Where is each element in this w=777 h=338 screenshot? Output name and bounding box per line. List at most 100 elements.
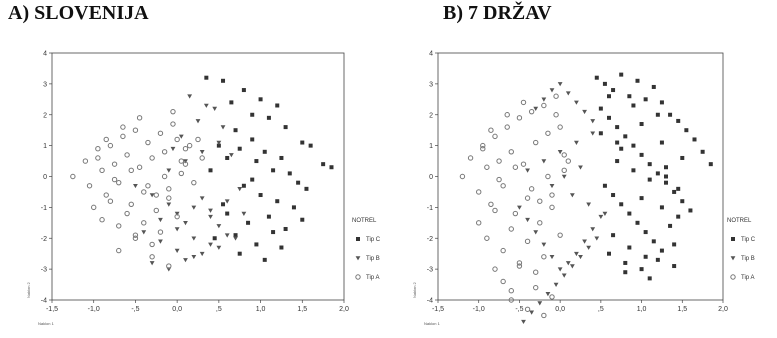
point-tip-c (623, 270, 628, 275)
point-tip-c (659, 248, 664, 253)
point-tip-a (136, 115, 143, 121)
point-tip-a (533, 269, 539, 275)
x-tick-label: 1,5 (297, 306, 307, 313)
point-tip-c (655, 171, 660, 176)
point-tip-a (191, 179, 197, 186)
legend-marker (730, 274, 736, 280)
panel-b-title: B) 7 DRŽAV (443, 2, 552, 24)
point-tip-a (161, 173, 168, 180)
point-tip-c (258, 97, 263, 102)
point-tip-c (627, 245, 632, 250)
chart-panel-a: -1,5 -1,0 -,5 0,0 ,5 1,0 1,5 2,0 -4 -3 -2 -1 0 1 2 3 4 Na… (26, 51, 381, 327)
point-tip-c (225, 211, 230, 216)
point-tip-a (553, 93, 559, 99)
point-tip-a (107, 142, 114, 149)
x-tick-label: 2,0 (718, 306, 728, 313)
point-tip-b (569, 193, 575, 198)
x-tick-label: ,5 (216, 306, 222, 313)
point-tip-a (182, 161, 189, 167)
point-tip-c (602, 81, 607, 86)
point-tip-c (676, 186, 681, 191)
x-tick-label: -1,0 (88, 306, 100, 313)
point-tip-b (602, 211, 608, 216)
y-tick-label: -1 (41, 205, 47, 212)
point-tip-c (594, 75, 599, 80)
point-tip-b (569, 264, 575, 269)
point-tip-c (659, 140, 664, 145)
legend-entry: Tip C (741, 237, 756, 243)
point-tip-c (619, 72, 624, 77)
point-tip-a (500, 278, 506, 285)
point-tip-b (549, 88, 555, 93)
point-tip-b (216, 224, 222, 229)
point-tip-a (512, 164, 519, 170)
point-tip-c (607, 94, 611, 99)
point-tip-b (557, 267, 563, 272)
point-tip-b (598, 214, 604, 220)
x-tick-label: 0,0 (555, 306, 565, 313)
y-tick-label: 0 (429, 174, 433, 181)
point-tip-a (149, 254, 155, 260)
point-tip-a (561, 167, 567, 174)
point-tip-c (229, 100, 234, 105)
x-axis-label: Naklon 1 (38, 321, 55, 326)
point-tip-a (132, 127, 139, 133)
x-tick-label: -1,0 (473, 306, 485, 313)
legend-entry: Tip C (366, 237, 381, 243)
point-tip-a (174, 213, 180, 220)
point-tip-c (233, 128, 238, 133)
point-tip-b (199, 251, 205, 257)
point-tip-b (174, 248, 180, 253)
x-tick-label: ,5 (598, 306, 604, 313)
point-tip-c (300, 217, 305, 222)
point-tip-b (525, 168, 530, 173)
legend-marker (356, 237, 360, 241)
point-tip-c (607, 251, 611, 256)
point-tip-c (643, 230, 648, 235)
point-tip-c (246, 220, 251, 225)
point-tip-c (258, 193, 263, 198)
point-tip-c (664, 174, 668, 179)
point-tip-c (615, 159, 620, 164)
point-tip-b (178, 134, 184, 139)
point-tip-c (639, 152, 644, 157)
y-tick-label: -2 (427, 236, 433, 243)
point-tip-b (533, 106, 539, 111)
point-tip-a (553, 112, 559, 118)
point-tip-c (237, 251, 242, 256)
point-tip-b (158, 217, 163, 223)
point-tip-c (250, 177, 255, 182)
point-tip-c (627, 94, 632, 99)
point-tip-b (191, 205, 197, 210)
legend-entry: Tip B (741, 256, 755, 262)
point-tip-a (533, 139, 539, 146)
point-tip-c (672, 242, 677, 247)
point-tip-a (82, 158, 89, 164)
point-tip-a (153, 192, 159, 198)
point-tip-c (668, 223, 673, 228)
point-tip-a (95, 146, 101, 152)
point-tip-c (250, 112, 255, 117)
point-tip-a (549, 294, 555, 300)
point-tip-c (688, 208, 693, 213)
point-tip-c (254, 242, 259, 247)
point-tip-b (578, 254, 583, 260)
point-tip-a (480, 142, 486, 149)
point-tip-c (216, 143, 221, 148)
point-tip-b (586, 245, 592, 250)
point-tip-b (208, 214, 213, 220)
point-tip-b (561, 273, 567, 278)
point-tip-a (549, 192, 555, 198)
point-tip-a (516, 263, 523, 269)
point-tip-b (549, 183, 555, 189)
y-axis-label: Naklon 2 (412, 281, 417, 298)
point-tip-c (221, 78, 226, 83)
point-tip-c (225, 155, 230, 160)
point-tip-b (216, 245, 222, 250)
point-tip-a (549, 204, 555, 211)
point-tip-c (212, 236, 217, 241)
point-tip-a (561, 152, 567, 158)
point-tip-b (565, 91, 571, 96)
legend-entry: Tip B (366, 256, 380, 262)
y-tick-label: 2 (429, 112, 433, 119)
